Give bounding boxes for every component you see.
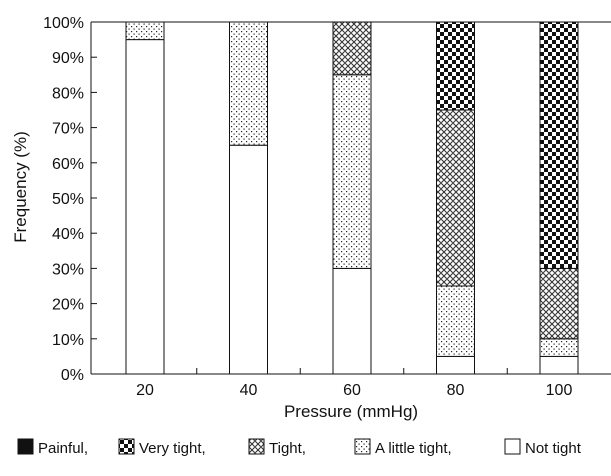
bar-segment-tight-60: [332, 21, 372, 76]
legend-label-a-little-tight: A little tight,: [375, 440, 452, 457]
y-tick-label: 0%: [61, 367, 84, 384]
legend-swatch-painful: [17, 438, 34, 455]
y-tick-label: 10%: [52, 332, 84, 349]
bar-segment-a-little-tight-40: [229, 21, 268, 146]
y-tick-label: 30%: [52, 261, 84, 278]
y-tick-label: 100%: [43, 15, 84, 32]
bar-segment-very-tight-100: [539, 21, 579, 269]
x-tick-label: 100: [546, 382, 573, 399]
legend-label-not-tight: Not tight: [525, 440, 582, 457]
bar-segment-a-little-tight-80: [436, 285, 475, 357]
legend: Painful, Very tight, Tight, A little tight,…: [17, 438, 582, 457]
y-axis-label: Frequency (%): [11, 131, 30, 242]
y-tick-label: 20%: [52, 297, 84, 314]
bar-segment-not-tight-80: [436, 355, 475, 375]
y-tick-label: 50%: [52, 191, 84, 208]
legend-swatch-not-tight: [504, 438, 521, 455]
bar-segment-tight-100: [539, 267, 579, 340]
x-tick-label: 20: [136, 382, 154, 399]
bar-segment-not-tight-20: [125, 39, 165, 375]
x-tick-label: 60: [343, 382, 361, 399]
legend-label-painful: Painful,: [38, 440, 88, 457]
y-ticks-group: 0% 10% 20% 30% 40% 50% 60% 70% 80% 90% 100%: [43, 15, 97, 384]
legend-swatch-a-little-tight: [354, 438, 371, 455]
x-tick-label: 80: [447, 382, 465, 399]
bar-segment-not-tight-60: [332, 267, 372, 375]
x-tick-label: 40: [240, 382, 258, 399]
bar-segment-not-tight-100: [539, 355, 579, 375]
x-ticks-group: 20 40 60 80 100: [136, 368, 572, 399]
bars-group: [125, 21, 579, 375]
bar-segment-a-little-tight-60: [332, 74, 372, 269]
legend-label-tight: Tight,: [269, 440, 306, 457]
x-axis-label: Pressure (mmHg): [284, 402, 418, 421]
bar-segment-a-little-tight-100: [539, 338, 579, 357]
legend-swatch-very-tight: [118, 438, 135, 455]
bar-segment-a-little-tight-20: [125, 21, 165, 41]
legend-label-very-tight: Very tight,: [139, 440, 206, 457]
bar-segment-not-tight-40: [229, 144, 268, 375]
bar-segment-tight-80: [436, 109, 475, 287]
y-tick-label: 40%: [52, 226, 84, 243]
y-tick-label: 90%: [52, 50, 84, 67]
y-tick-label: 60%: [52, 156, 84, 173]
y-tick-label: 70%: [52, 121, 84, 138]
y-tick-label: 80%: [52, 85, 84, 102]
legend-swatch-tight: [248, 438, 265, 455]
bar-segment-very-tight-80: [436, 21, 475, 111]
